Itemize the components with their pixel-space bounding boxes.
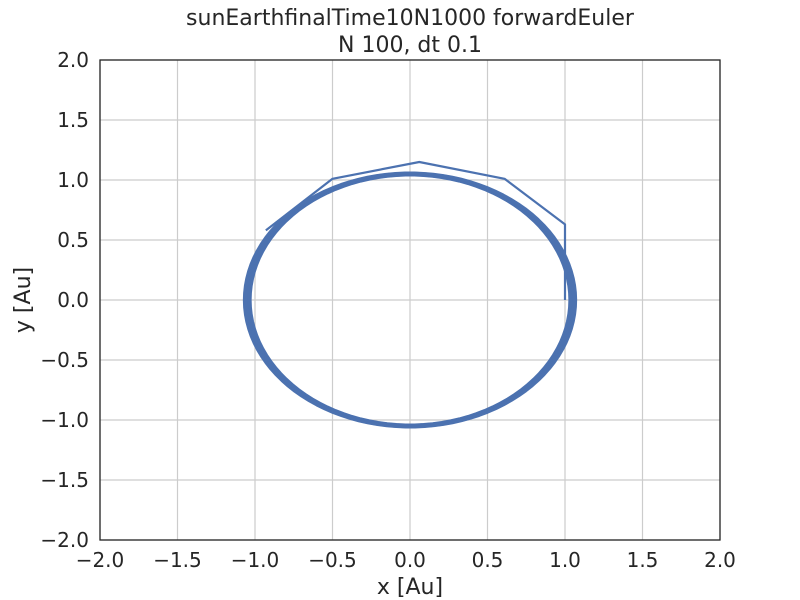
y-tick-label: −1.0 <box>40 408 89 432</box>
x-tick-label: 1.5 <box>627 548 659 572</box>
y-tick-label: −2.0 <box>40 528 89 552</box>
chart-subtitle: N 100, dt 0.1 <box>338 33 482 58</box>
x-tick-label: 2.0 <box>704 548 736 572</box>
plot-area <box>242 160 578 429</box>
y-tick-labels: −2.0 −1.5 −1.0 −0.5 0.0 0.5 1.0 1.5 2.0 <box>40 48 89 552</box>
trajectory-line <box>265 160 567 300</box>
x-tick-label: 0.0 <box>394 548 426 572</box>
x-tick-label: −2.0 <box>76 548 125 572</box>
y-tick-label: 1.0 <box>57 168 89 192</box>
y-axis-label: y [Au] <box>11 267 36 333</box>
x-tick-label: −1.0 <box>231 548 280 572</box>
x-tick-label: −0.5 <box>308 548 357 572</box>
y-tick-label: −0.5 <box>40 348 89 372</box>
orbit-loop <box>242 171 578 429</box>
y-tick-label: 0.5 <box>57 228 89 252</box>
x-tick-labels: −2.0 −1.5 −1.0 −0.5 0.0 0.5 1.0 1.5 2.0 <box>76 548 736 572</box>
x-tick-label: 1.0 <box>549 548 581 572</box>
y-tick-label: 1.5 <box>57 108 89 132</box>
y-tick-label: 0.0 <box>57 288 89 312</box>
x-tick-label: −1.5 <box>153 548 202 572</box>
chart-title: sunEarthfinalTime10N1000 forwardEuler <box>186 6 635 31</box>
y-tick-label: 2.0 <box>57 48 89 72</box>
plot-frame <box>99 59 721 541</box>
y-tick-label: −1.5 <box>40 468 89 492</box>
x-tick-label: 0.5 <box>472 548 504 572</box>
x-axis-label: x [Au] <box>377 575 443 600</box>
